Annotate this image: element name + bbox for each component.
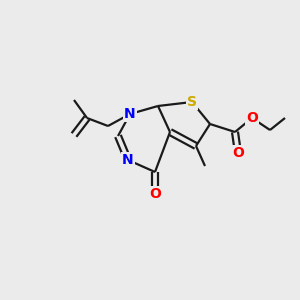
Text: N: N	[122, 153, 134, 167]
Text: O: O	[149, 187, 161, 201]
Text: O: O	[246, 111, 258, 125]
Text: O: O	[232, 146, 244, 160]
Text: N: N	[124, 107, 136, 121]
Text: S: S	[187, 95, 197, 109]
